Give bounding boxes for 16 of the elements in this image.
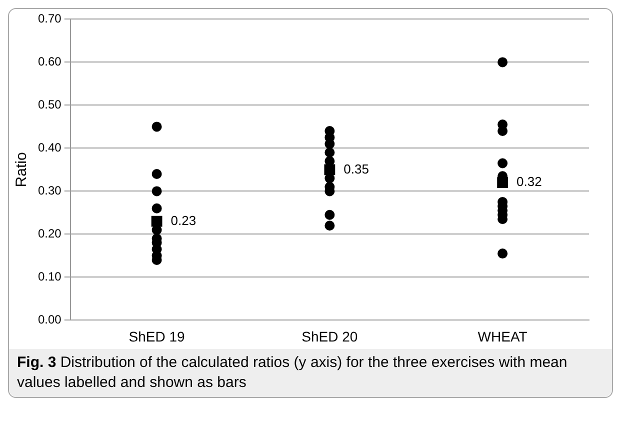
y-tick-label: 0.20 [38,226,62,241]
y-tick-label: 0.60 [38,54,62,69]
y-tick-label: 0.50 [38,98,62,112]
data-label: 0.32 [516,174,542,190]
data-label: 0.23 [170,212,196,228]
caption: Fig. 3 Distribution of the calculated ratios (y axis) for the three exercises with mean values labelled and shown as bars [9,349,612,397]
y-tick-label: 0.10 [38,270,62,284]
y-tick-label: 0.00 [38,312,62,327]
x-tick-label: ShED 19 [128,328,186,344]
data-label: 0.35 [344,161,369,176]
y-tick-label: 0.70 [38,12,62,26]
x-tick-label: WHEAT [478,328,528,344]
y-axis-title: Ratio [13,152,30,188]
x-tick-label: ShED 20 [302,328,358,344]
y-tick-label: 0.30 [38,184,62,198]
y-tick-label: 0.40 [38,140,62,155]
